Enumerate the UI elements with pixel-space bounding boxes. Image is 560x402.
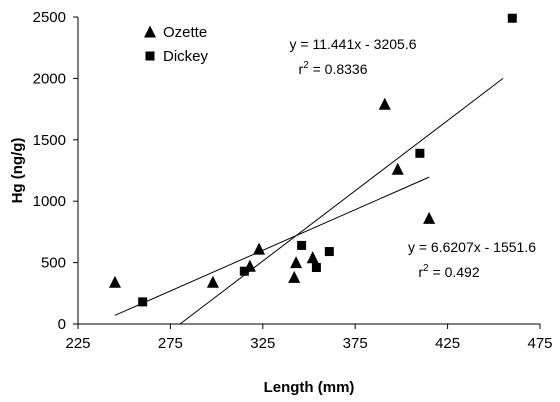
- point-ozette: [423, 211, 436, 224]
- point-ozette: [378, 97, 391, 110]
- point-ozette: [108, 275, 121, 288]
- y-tick-label: 0: [58, 316, 66, 333]
- trendline-r2-dickey: r2 = 0.8336: [298, 60, 367, 77]
- y-tick-label: 1000: [33, 193, 66, 210]
- trendline-equation-ozette: y = 6.6207x - 1551.6: [408, 239, 536, 255]
- point-ozette: [290, 256, 303, 269]
- x-axis-label: Length (mm): [264, 379, 355, 396]
- x-tick-label: 275: [158, 335, 183, 352]
- point-dickey: [311, 263, 321, 273]
- y-tick-label: 1500: [33, 132, 66, 149]
- point-dickey: [415, 148, 425, 158]
- point-dickey: [507, 13, 517, 23]
- x-tick-label: 425: [435, 335, 460, 352]
- point-ozette: [253, 242, 266, 255]
- point-ozette: [206, 275, 219, 288]
- legend-label-dickey: Dickey: [163, 48, 209, 65]
- legend-marker-dickey: [145, 51, 155, 61]
- point-dickey: [324, 247, 334, 257]
- trendline-dickey: [179, 77, 504, 325]
- y-tick-label: 500: [41, 255, 66, 272]
- y-tick-label: 2500: [33, 9, 66, 26]
- point-dickey: [239, 266, 249, 276]
- trendline-equation-dickey: y = 11.441x - 3205.6: [290, 36, 417, 52]
- x-tick-label: 225: [65, 335, 90, 352]
- point-ozette: [306, 251, 319, 264]
- trendlines: [114, 77, 504, 325]
- y-tick-label: 2000: [33, 70, 66, 87]
- point-dickey: [138, 297, 148, 307]
- trendline-ozette: [114, 176, 430, 316]
- x-tick-label: 325: [250, 335, 275, 352]
- legend-label-ozette: Ozette: [163, 24, 207, 41]
- legend-marker-ozette: [144, 25, 156, 38]
- y-axis-label: Hg (ng/g): [9, 138, 26, 204]
- point-ozette: [288, 270, 301, 283]
- data-points: [108, 13, 517, 307]
- x-tick-label: 475: [527, 335, 552, 352]
- legend: Ozette Dickey: [144, 24, 209, 65]
- point-ozette: [391, 162, 404, 175]
- point-dickey: [297, 240, 307, 250]
- axes: 0 500 1000 1500 2000 2500 225 275 325 375 425 475: [33, 9, 553, 352]
- trendline-r2-ozette: r2 = 0.492: [418, 263, 479, 280]
- trendline-annotations: y = 6.6207x - 1551.6 r2 = 0.492 y = 11.441…: [290, 36, 537, 280]
- x-tick-label: 375: [343, 335, 368, 352]
